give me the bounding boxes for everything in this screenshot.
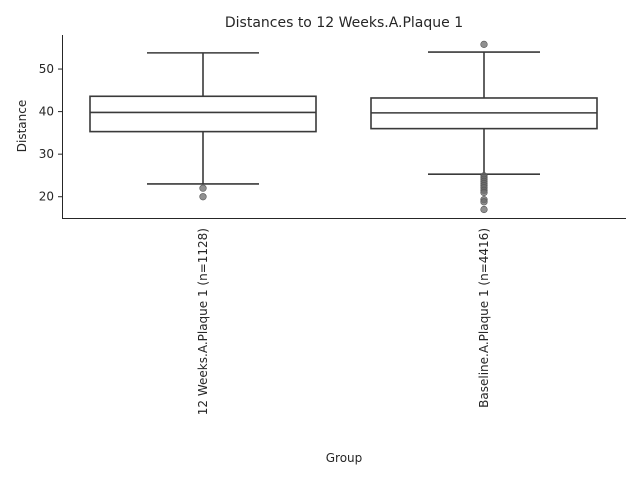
y-axis-ticks: 20 30 40 50	[39, 62, 62, 204]
x-tick-label: 12 Weeks.A.Plaque 1 (n=1128)	[196, 228, 210, 415]
y-axis-label: Distance	[15, 100, 29, 152]
outlier-point	[480, 188, 488, 197]
outlier-point	[199, 184, 207, 192]
plot-area	[89, 40, 598, 214]
chart-title: Distances to 12 Weeks.A.Plaque 1	[225, 15, 463, 31]
y-tick-label: 20	[39, 190, 54, 204]
outlier-point	[480, 205, 488, 214]
y-tick-label: 30	[39, 147, 54, 161]
outlier-point	[480, 40, 488, 48]
outlier-point	[480, 198, 488, 206]
iqr-box	[89, 95, 317, 133]
box-group	[370, 40, 598, 214]
box-group	[89, 52, 317, 201]
y-tick-label: 40	[39, 105, 54, 119]
outlier-point	[199, 193, 207, 201]
y-tick-label: 50	[39, 62, 54, 76]
x-tick-label: Baseline.A.Plaque 1 (n=4416)	[477, 228, 491, 408]
x-axis-label: Group	[326, 451, 363, 465]
x-axis-ticks: 12 Weeks.A.Plaque 1 (n=1128) Baseline.A.P…	[196, 228, 491, 415]
